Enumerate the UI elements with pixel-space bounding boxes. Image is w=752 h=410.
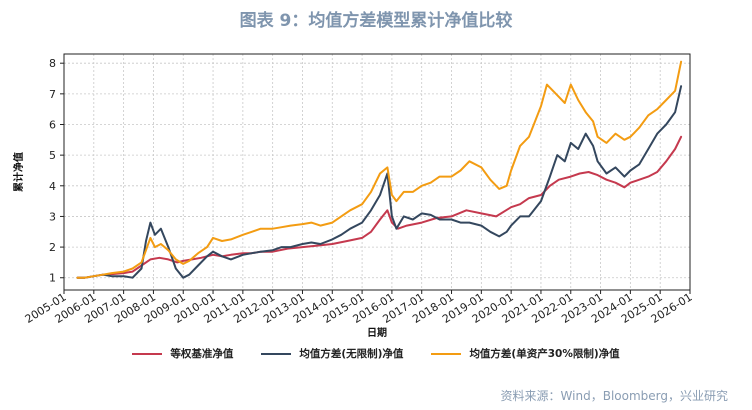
line-chart: 1 2 3 4 5 6 7 8 2005-012006-012007-012008-01200…	[12, 53, 695, 339]
x-axis-title: 日期	[367, 326, 387, 339]
plot-frame	[63, 53, 691, 291]
series-lines	[76, 60, 683, 279]
y-tick-label: 1	[49, 272, 56, 285]
legend-swatch-benchmark	[132, 352, 163, 355]
source-note: 资料来源：Wind，Bloomberg，兴业研究	[500, 389, 728, 403]
legend-item-benchmark: 等权基准净值	[132, 346, 233, 361]
legend-label-constrained: 均值方差(单资产30%限制)净值	[469, 348, 620, 360]
legend-item-constrained: 均值方差(单资产30%限制)净值	[431, 346, 620, 361]
legend-label-unconstrained: 均值方差(无限制)净值	[299, 348, 404, 360]
y-tick-label: 5	[49, 149, 56, 162]
legend: 等权基准净值 均值方差(无限制)净值 均值方差(单资产30%限制)净值	[0, 346, 752, 361]
legend-label-benchmark: 等权基准净值	[170, 348, 234, 360]
y-tick-label: 7	[49, 88, 56, 101]
y-axis-ticks: 1 2 3 4 5 6 7 8	[49, 57, 64, 285]
legend-item-unconstrained: 均值方差(无限制)净值	[261, 346, 403, 361]
x-axis-ticks: 2005-012006-012007-012008-012009-012010-…	[23, 290, 695, 326]
grid-lines	[63, 54, 691, 290]
chart-title: 图表 9：均值方差模型累计净值比较	[239, 11, 513, 31]
y-tick-label: 4	[49, 180, 56, 193]
y-tick-label: 8	[49, 57, 56, 70]
y-tick-label: 2	[49, 241, 56, 254]
legend-swatch-constrained	[431, 352, 462, 355]
y-axis-title: 累计净值	[12, 152, 25, 192]
legend-swatch-unconstrained	[261, 352, 292, 355]
y-tick-label: 3	[49, 210, 56, 223]
series-line-constrained	[76, 60, 683, 279]
y-tick-label: 6	[49, 118, 56, 131]
series-line-benchmark	[76, 135, 683, 279]
